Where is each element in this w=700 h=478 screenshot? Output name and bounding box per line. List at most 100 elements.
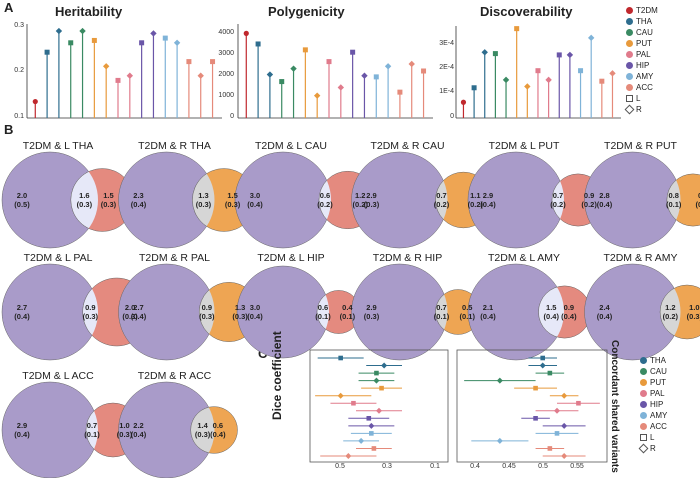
lollipop-head <box>350 49 356 55</box>
value: 2.3 <box>133 191 144 200</box>
tick-label: 0.1 <box>14 113 24 120</box>
sd: (0.3) <box>363 312 380 321</box>
region-only-value: 1.0(0.3) <box>110 421 140 439</box>
value: 2.7 <box>133 303 144 312</box>
forest-point <box>496 437 503 444</box>
legend-item: THA <box>640 356 666 365</box>
circle-marker-icon <box>640 368 647 375</box>
legend-label: THA <box>636 17 652 26</box>
value: 0.9 <box>583 191 595 200</box>
sd: (0.4) <box>596 200 613 209</box>
value: 1.3 <box>198 191 209 200</box>
t2dm-only-value: 2.9 (0.4) <box>7 421 37 439</box>
value: 0.7 <box>436 191 447 200</box>
t2dm-only-value: 2.3 (0.4) <box>124 191 154 209</box>
tick-label: 2000 <box>218 71 234 78</box>
legend-label: ACC <box>650 422 667 431</box>
venn-title: T2DM & L ACC <box>22 370 94 382</box>
value: 1.4 <box>197 421 208 430</box>
shared-value: 1.5 (0.4) <box>536 303 566 321</box>
region-only-value: 0.9 (0.4) <box>554 303 584 321</box>
sd: (0.1) <box>433 312 450 321</box>
circle-marker-icon <box>640 390 647 397</box>
lollipop-head <box>535 68 541 74</box>
lollipop-head <box>587 34 595 42</box>
value: 0.4 <box>342 303 353 312</box>
lollipop-head <box>599 78 605 84</box>
sd: (0.5) <box>14 200 30 209</box>
lollipop-head <box>337 84 345 91</box>
sd: (0.3) <box>195 200 212 209</box>
circle-marker-icon <box>640 357 647 364</box>
sd: (0.4) <box>543 312 559 321</box>
circle-marker-icon <box>626 29 633 36</box>
lollipop-head <box>502 76 510 84</box>
forest-point <box>561 422 568 429</box>
lollipop-head <box>290 65 297 72</box>
overlap-region <box>70 168 98 232</box>
region-only-value: 1.5 (0.3) <box>218 191 248 209</box>
sd: (0.4) <box>480 312 496 321</box>
legend-item: AMY <box>640 411 667 420</box>
t2dm-only-value: 2.7 (0.4) <box>7 303 37 321</box>
forest-point <box>533 416 538 421</box>
overlap-region <box>659 284 681 340</box>
sd: (0.2) <box>581 200 597 209</box>
value: 1.2 <box>665 303 676 312</box>
forest-point <box>547 446 553 451</box>
tick-label: 3000 <box>218 50 234 57</box>
value: 0.7 <box>86 421 98 430</box>
sd: (0.4) <box>130 430 147 439</box>
lollipop-head <box>55 27 63 35</box>
value: 1.5 <box>103 191 114 200</box>
sd: (0.1) <box>665 200 682 209</box>
forest-point <box>358 437 365 444</box>
shared-value: 0.9 (0.3) <box>192 303 222 321</box>
region-only-value: 1.2 (0.2) <box>345 191 375 209</box>
sd: (0.4) <box>247 200 263 209</box>
value: 2.8 <box>599 191 610 200</box>
region-only-value: 2.0 (0.3) <box>115 303 145 321</box>
shared-value: 0.7 (0.1) <box>427 303 457 321</box>
t2dm-only-value: 2.9 (0.3) <box>357 303 387 321</box>
lollipop-head <box>514 26 520 32</box>
legend-label: T2DM <box>636 6 658 15</box>
value: 0.9 <box>563 303 575 312</box>
circle-marker-icon <box>626 84 633 91</box>
venn-title: T2DM & L THA <box>22 140 94 152</box>
shared-value: 0.7 (0.2) <box>427 191 457 209</box>
concordant-axis-title: Concordant shared variants <box>609 340 620 473</box>
plot-frame <box>456 349 608 463</box>
forest-point <box>369 431 374 436</box>
sd: (0.3) <box>686 312 700 321</box>
forest-point <box>379 385 384 391</box>
legend-label: PUT <box>636 39 652 48</box>
tick-label: 0.5 <box>538 463 548 470</box>
legend-label: PUT <box>650 378 666 387</box>
t2dm-only-value: 2.0 (0.5) <box>7 191 37 209</box>
sd: (0.2) <box>352 200 368 209</box>
lollipop-head <box>91 37 97 43</box>
lollipop-head <box>566 51 574 59</box>
shared-value: 1.4 (0.3) <box>188 421 218 439</box>
value: 2.0 <box>124 303 136 312</box>
lollipop-head <box>126 72 134 79</box>
region-only-value: 0.4 (0.1) <box>332 303 362 321</box>
legend-label: L <box>650 433 655 442</box>
circle-marker-icon <box>626 51 633 58</box>
shared-value: 0.9 (0.3) <box>75 303 105 321</box>
lollipop-head <box>102 63 110 70</box>
chart-title-heritability: Heritability <box>55 4 123 19</box>
venn-title: T2DM & L PAL <box>23 252 93 264</box>
venn-title: T2DM & R PUT <box>604 140 677 152</box>
lollipop-head <box>481 49 488 56</box>
lollipop-head <box>68 40 74 46</box>
t2dm-only-value: 2.7 (0.4) <box>124 303 154 321</box>
sd: (0.2) <box>550 200 566 209</box>
sd: (0.4) <box>480 200 496 209</box>
sd: (0.2) <box>662 312 678 321</box>
sd: (0.4) <box>130 312 147 321</box>
lollipop-head <box>44 49 50 55</box>
lollipop-head <box>545 76 552 84</box>
